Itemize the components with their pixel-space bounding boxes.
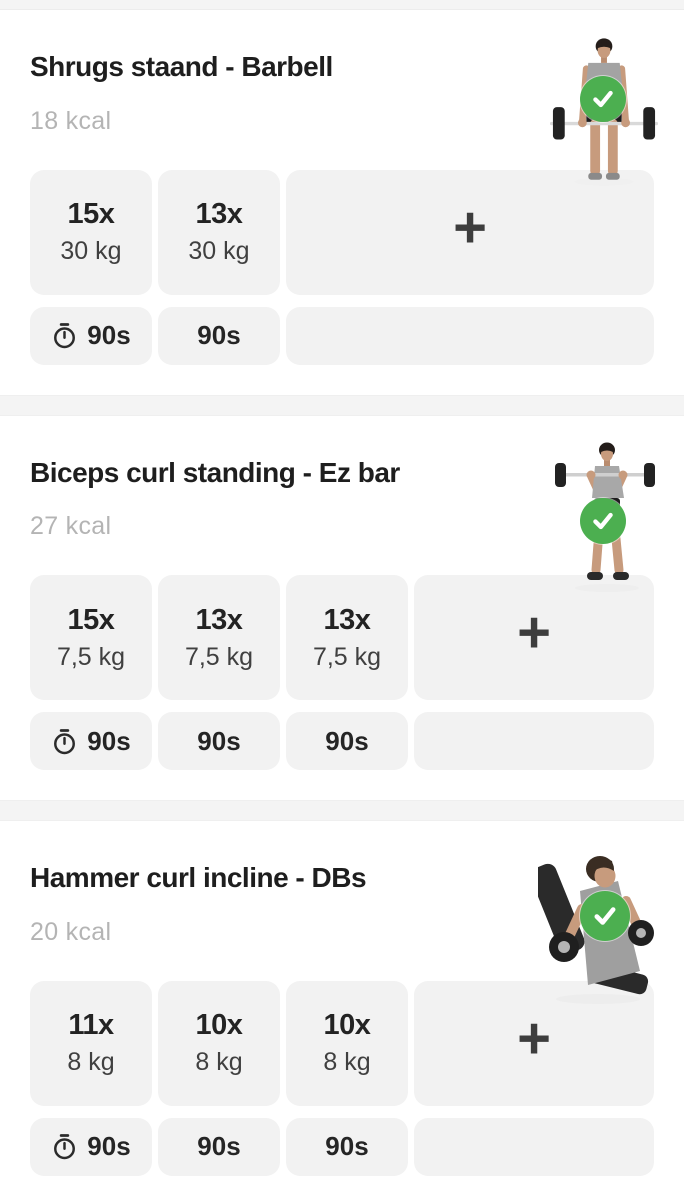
card-header: Biceps curl standing - Ez bar 27 kcal (0, 442, 684, 592)
set-weight: 30 kg (188, 237, 250, 266)
card-divider (0, 394, 684, 416)
set-cell-2[interactable]: 10x 8 kg (158, 980, 280, 1106)
plus-icon: + (517, 1006, 551, 1072)
rest-cell-2[interactable]: 90s (158, 712, 280, 771)
completed-check-icon (580, 497, 626, 544)
set-weight: 7,5 kg (184, 642, 254, 671)
plus-icon: + (517, 600, 551, 666)
rest-cell-2[interactable]: 90s (158, 306, 280, 365)
set-cell-2[interactable]: 13x 30 kg (158, 169, 280, 295)
set-cell-1[interactable]: 15x 7,5 kg (30, 575, 152, 701)
sets-row: 15x 30 kg 13x 30 kg + (0, 169, 684, 295)
rest-duration: 90s (197, 725, 241, 756)
rest-row: 90s 90s (0, 306, 684, 365)
exercise-card-shrugs: Shrugs staand - Barbell 18 kcal (0, 10, 684, 395)
stopwatch-icon (54, 728, 76, 754)
rest-cell-2[interactable]: 90s (158, 1117, 280, 1176)
rest-row: 90s 90s 90s (0, 712, 684, 771)
stopwatch-icon (54, 1134, 76, 1160)
exercise-calories: 27 kcal (30, 512, 112, 541)
rest-duration: 90s (325, 1131, 369, 1162)
set-weight: 7,5 kg (56, 642, 126, 671)
set-weight: 8 kg (323, 1048, 371, 1077)
previous-card-edge (0, 0, 684, 10)
card-header: Shrugs staand - Barbell 18 kcal (0, 38, 684, 186)
set-weight: 8 kg (195, 1048, 243, 1077)
set-weight: 7,5 kg (312, 642, 382, 671)
rest-filler (414, 1117, 654, 1176)
rest-cell-3[interactable]: 90s (286, 712, 408, 771)
exercise-calories: 20 kcal (30, 917, 112, 946)
card-divider (0, 800, 684, 822)
set-cell-3[interactable]: 10x 8 kg (286, 980, 408, 1106)
set-reps: 11x (68, 1009, 114, 1042)
exercise-image[interactable] (553, 442, 658, 594)
rest-duration: 90s (197, 320, 241, 351)
add-set-button[interactable]: + (414, 575, 654, 701)
rest-cell-1[interactable]: 90s (30, 712, 152, 771)
set-reps: 13x (323, 603, 371, 636)
sets-row: 15x 7,5 kg 13x 7,5 kg 13x 7,5 kg + (0, 575, 684, 701)
exercise-card-hammer-curl: Hammer curl incline - DBs 20 kcal (0, 821, 684, 1200)
exercise-title: Shrugs staand - Barbell (30, 51, 333, 82)
exercise-card-biceps-curl: Biceps curl standing - Ez bar 27 kcal (0, 415, 684, 801)
set-cell-2[interactable]: 13x 7,5 kg (158, 575, 280, 701)
card-header: Hammer curl incline - DBs 20 kcal (0, 856, 684, 1005)
exercise-image[interactable] (538, 847, 658, 1007)
set-cell-3[interactable]: 13x 7,5 kg (286, 575, 408, 701)
stopwatch-icon (54, 323, 76, 349)
rest-cell-1[interactable]: 90s (30, 1117, 152, 1176)
set-reps: 10x (323, 1009, 371, 1042)
exercise-image[interactable] (550, 36, 658, 188)
exercise-title: Hammer curl incline - DBs (30, 862, 367, 894)
add-set-button[interactable]: + (286, 169, 654, 295)
set-reps: 13x (195, 603, 243, 636)
completed-check-icon (580, 891, 630, 942)
set-cell-1[interactable]: 15x 30 kg (30, 169, 152, 295)
exercise-calories: 18 kcal (30, 106, 112, 135)
rest-duration: 90s (87, 320, 131, 351)
set-reps: 10x (195, 1009, 243, 1042)
set-cell-1[interactable]: 11x 8 kg (30, 980, 152, 1106)
sets-row: 11x 8 kg 10x 8 kg 10x 8 kg + (0, 980, 684, 1106)
rest-filler (414, 712, 654, 771)
rest-cell-1[interactable]: 90s (30, 306, 152, 365)
rest-duration: 90s (87, 725, 131, 756)
plus-icon: + (453, 194, 487, 260)
set-reps: 13x (195, 198, 243, 231)
set-reps: 15x (67, 603, 115, 636)
set-weight: 8 kg (67, 1048, 115, 1077)
set-weight: 30 kg (60, 237, 122, 266)
completed-check-icon (580, 76, 626, 122)
rest-cell-3[interactable]: 90s (286, 1117, 408, 1176)
rest-row: 90s 90s 90s (0, 1117, 684, 1176)
exercise-title: Biceps curl standing - Ez bar (30, 456, 400, 488)
rest-duration: 90s (325, 725, 369, 756)
rest-duration: 90s (197, 1131, 241, 1162)
rest-filler (286, 306, 654, 365)
rest-duration: 90s (87, 1131, 131, 1162)
set-reps: 15x (67, 198, 115, 231)
